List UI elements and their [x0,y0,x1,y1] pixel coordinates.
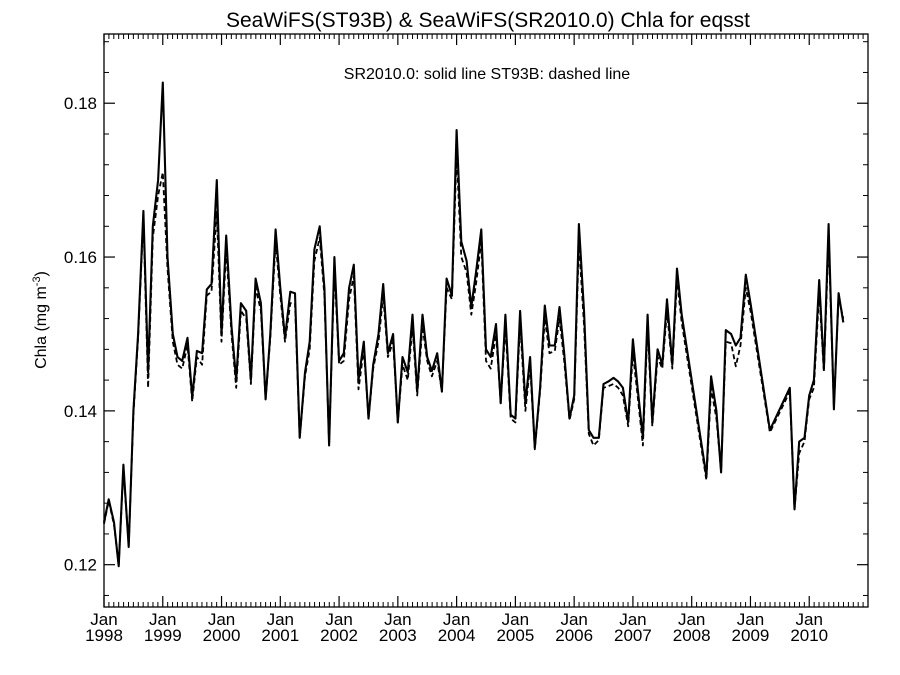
x-tick-label-month: Jan [384,610,411,629]
x-tick-label-month: Jan [267,610,294,629]
x-tick-label-year: 2001 [261,626,299,645]
x-tick-label-month: Jan [796,610,823,629]
x-tick-label-month: Jan [678,610,705,629]
x-tick-label-year: 2008 [673,626,711,645]
chart-title: SeaWiFS(ST93B) & SeaWiFS(SR2010.0) Chla … [226,9,750,32]
x-tick-label-year: 1998 [85,626,123,645]
x-tick-label-month: Jan [502,610,529,629]
x-tick-label-month: Jan [149,610,176,629]
plot-area: Jan1998Jan1999Jan2000Jan2001Jan2002Jan20… [64,33,869,645]
y-tick-label: 0.14 [64,402,97,421]
x-tick-label-month: Jan [737,610,764,629]
series-line-sr2010-0 [102,81,845,568]
x-tick-label-year: 2000 [203,626,241,645]
x-tick-label-year: 2009 [732,626,770,645]
series-line-st93b [103,152,845,566]
x-tick-label-year: 2007 [614,626,652,645]
x-tick-label-month: Jan [208,610,235,629]
y-tick-label: 0.12 [64,556,97,575]
x-tick-label-year: 2003 [379,626,417,645]
x-tick-label-year: 2002 [320,626,358,645]
y-tick-label: 0.18 [64,94,97,113]
chart-annotation: SR2010.0: solid line ST93B: dashed line [344,66,631,83]
x-tick-label-month: Jan [90,610,117,629]
y-axis-label: Chla (mg m-3) [31,271,50,369]
x-tick-label-month: Jan [443,610,470,629]
x-tick-label-month: Jan [560,610,587,629]
y-tick-label: 0.16 [64,248,97,267]
x-tick-label-year: 2004 [438,626,476,645]
x-tick-label-month: Jan [619,610,646,629]
x-tick-label-year: 2005 [496,626,534,645]
x-tick-label-year: 1999 [144,626,182,645]
x-tick-label-month: Jan [325,610,352,629]
x-tick-label-year: 2010 [790,626,828,645]
x-tick-label-year: 2006 [555,626,593,645]
